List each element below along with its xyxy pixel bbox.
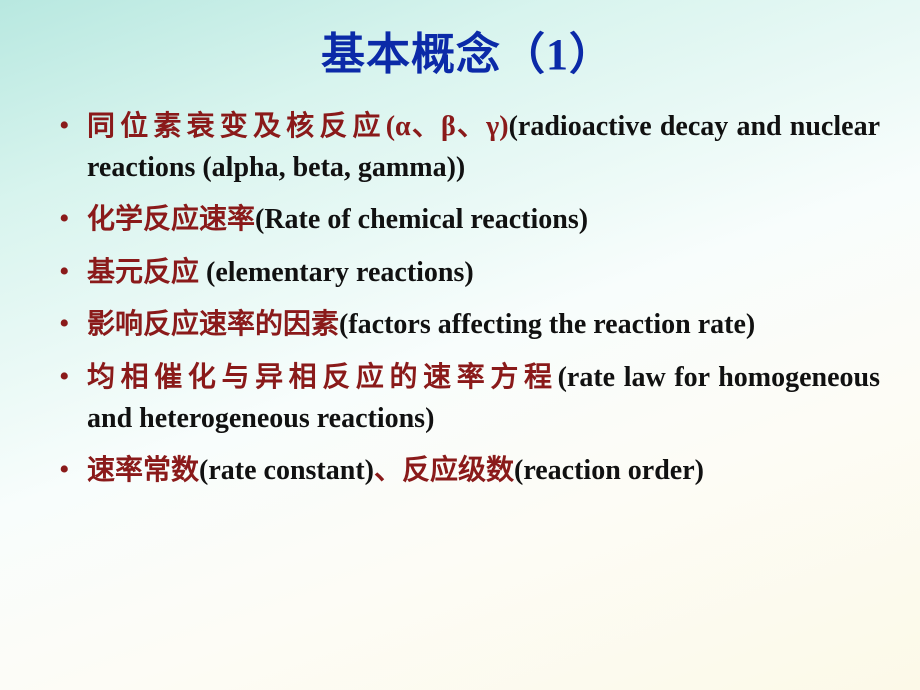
slide: 基本概念（1） 同位素衰变及核反应(α、β、γ)(radioactive dec…	[0, 0, 920, 690]
item-en: (Rate of chemical reactions)	[255, 204, 588, 235]
bullet-list: 同位素衰变及核反应(α、β、γ)(radioactive decay and n…	[55, 107, 880, 492]
list-item: 同位素衰变及核反应(α、β、γ)(radioactive decay and n…	[55, 107, 880, 188]
item-cn: 速率常数	[87, 455, 199, 486]
item-en: (elementary reactions)	[206, 257, 474, 288]
page-title: 基本概念（1）	[55, 18, 880, 82]
item-cn: 影响反应速率的因素	[87, 309, 339, 340]
item-en: (rate constant)	[199, 455, 374, 486]
list-item: 均相催化与异相反应的速率方程(rate law for homogeneous …	[55, 358, 880, 439]
item-cn: 反应级数	[402, 455, 514, 486]
item-cn: 均相催化与异相反应的速率方程	[87, 362, 558, 393]
list-item: 基元反应 (elementary reactions)	[55, 253, 880, 294]
item-sep: 、	[374, 455, 402, 486]
list-item: 速率常数(rate constant)、反应级数(reaction order)	[55, 451, 880, 492]
item-cn: 同位素衰变及核反应	[87, 111, 386, 142]
item-paren-cn: (α、β、γ)	[386, 111, 509, 142]
item-en: (factors affecting the reaction rate)	[339, 309, 755, 340]
item-en: (reaction order)	[514, 455, 704, 486]
list-item: 化学反应速率(Rate of chemical reactions)	[55, 200, 880, 241]
item-cn: 基元反应	[87, 257, 206, 288]
item-cn: 化学反应速率	[87, 204, 255, 235]
list-item: 影响反应速率的因素(factors affecting the reaction…	[55, 305, 880, 346]
